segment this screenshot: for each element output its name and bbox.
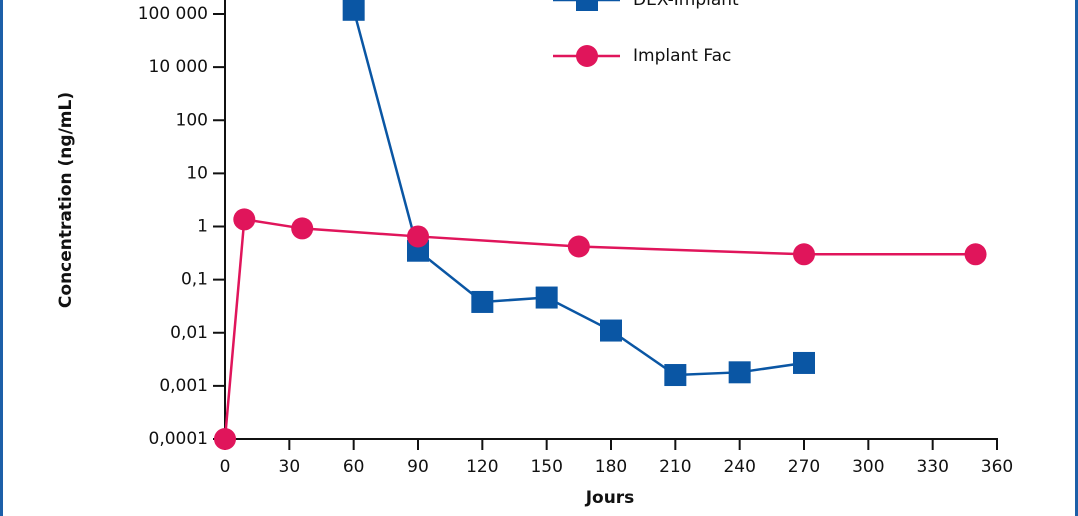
series-line xyxy=(352,9,805,377)
y-tick-label: 100 000 xyxy=(138,4,208,24)
y-tick-label: 0,001 xyxy=(159,376,208,396)
y-tick-label: 100 xyxy=(176,110,208,130)
legend-label: DEX-Implant xyxy=(633,0,739,10)
y-tick-label: 0,1 xyxy=(181,270,208,290)
data-point xyxy=(567,235,590,258)
x-tick-label: 150 xyxy=(530,457,562,477)
data-point xyxy=(214,428,236,450)
data-point xyxy=(793,243,815,266)
data-point xyxy=(600,319,622,342)
x-tick-label: 90 xyxy=(407,457,429,477)
data-point xyxy=(664,364,687,387)
x-tick-label: 360 xyxy=(981,457,1013,477)
data-point xyxy=(471,290,494,313)
data-point xyxy=(793,351,815,374)
x-tick-label: 240 xyxy=(723,457,755,477)
x-axis-label: Jours xyxy=(585,488,635,508)
y-tick-label: 0,0001 xyxy=(149,429,208,449)
data-point xyxy=(291,217,314,240)
x-tick-label: 120 xyxy=(466,457,498,477)
x-tick-label: 330 xyxy=(916,457,948,477)
y-tick-label: 10 000 xyxy=(149,57,208,77)
data-point xyxy=(964,243,987,266)
y-tick-label: 10 xyxy=(186,163,208,183)
data-point xyxy=(342,0,365,21)
x-tick-label: 180 xyxy=(595,457,627,477)
x-tick-label: 60 xyxy=(343,457,365,477)
x-tick-label: 270 xyxy=(788,457,820,477)
data-point xyxy=(728,361,751,384)
legend-marker xyxy=(576,0,598,11)
y-tick-label: 0,01 xyxy=(170,323,208,343)
data-point xyxy=(233,208,256,231)
y-axis-label: Concentration (ng/mL) xyxy=(56,92,76,308)
x-tick-label: 0 xyxy=(220,457,231,477)
y-tick-label: 1 xyxy=(197,217,208,237)
x-tick-label: 300 xyxy=(852,457,884,477)
x-tick-label: 210 xyxy=(659,457,691,477)
x-tick-label: 30 xyxy=(279,457,301,477)
data-point xyxy=(407,225,429,248)
legend-label: Implant Fac xyxy=(633,46,731,66)
data-point xyxy=(535,286,558,309)
legend-marker xyxy=(576,45,598,67)
